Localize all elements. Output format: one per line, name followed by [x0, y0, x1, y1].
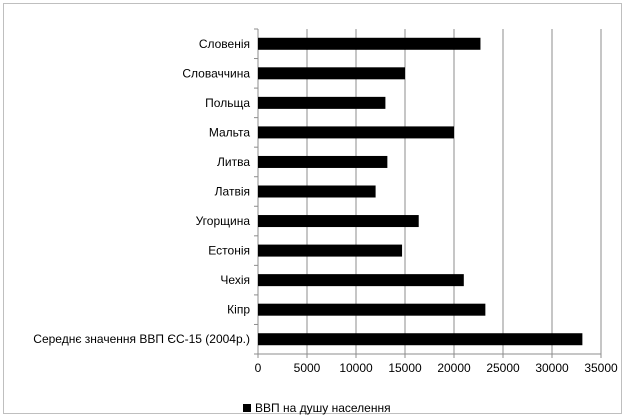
bar-chart: 0 5000 10000 15000 20000 25000 30000 35000 Слове… — [33, 28, 618, 375]
chart-frame: 0 5000 10000 15000 20000 25000 30000 35000 Слове… — [3, 3, 622, 415]
category-label-6: Угорщина — [196, 214, 251, 228]
category-label-5: Латвія — [215, 185, 250, 199]
bar-5 — [258, 185, 376, 198]
legend-label: ВВП на душу населення — [255, 401, 391, 415]
bar-6 — [258, 215, 419, 228]
bar-9 — [258, 303, 486, 316]
bar-0 — [258, 37, 481, 50]
bar-1 — [258, 67, 405, 80]
x-tick-label-0: 0 — [255, 361, 262, 375]
bar-7 — [258, 244, 403, 257]
bar-4 — [258, 155, 388, 168]
category-label-3: Мальта — [209, 125, 250, 139]
legend-swatch — [243, 404, 251, 412]
x-tick-label-6: 30000 — [535, 361, 569, 375]
x-tick-label-3: 15000 — [388, 361, 422, 375]
bar-8 — [258, 274, 464, 287]
category-label-0: Словенія — [199, 37, 250, 51]
legend: ВВП на душу населення — [243, 401, 391, 415]
category-label-10: Середнє значення ВВП ЄС-15 (2004р.) — [33, 332, 250, 346]
x-tick-label-1: 5000 — [294, 361, 321, 375]
category-label-9: Кіпр — [227, 303, 250, 317]
category-label-1: Словаччина — [182, 66, 250, 80]
x-tick-label-5: 25000 — [486, 361, 520, 375]
category-label-8: Чехія — [220, 273, 250, 287]
bar-10 — [258, 333, 583, 346]
x-tick-label-4: 20000 — [437, 361, 471, 375]
bar-2 — [258, 96, 386, 109]
category-label-4: Литва — [217, 155, 250, 169]
category-label-7: Естонія — [208, 244, 250, 258]
bar-3 — [258, 126, 454, 139]
x-tick-label-2: 10000 — [339, 361, 373, 375]
category-label-2: Польща — [205, 96, 250, 110]
x-tick-label-7: 35000 — [584, 361, 618, 375]
